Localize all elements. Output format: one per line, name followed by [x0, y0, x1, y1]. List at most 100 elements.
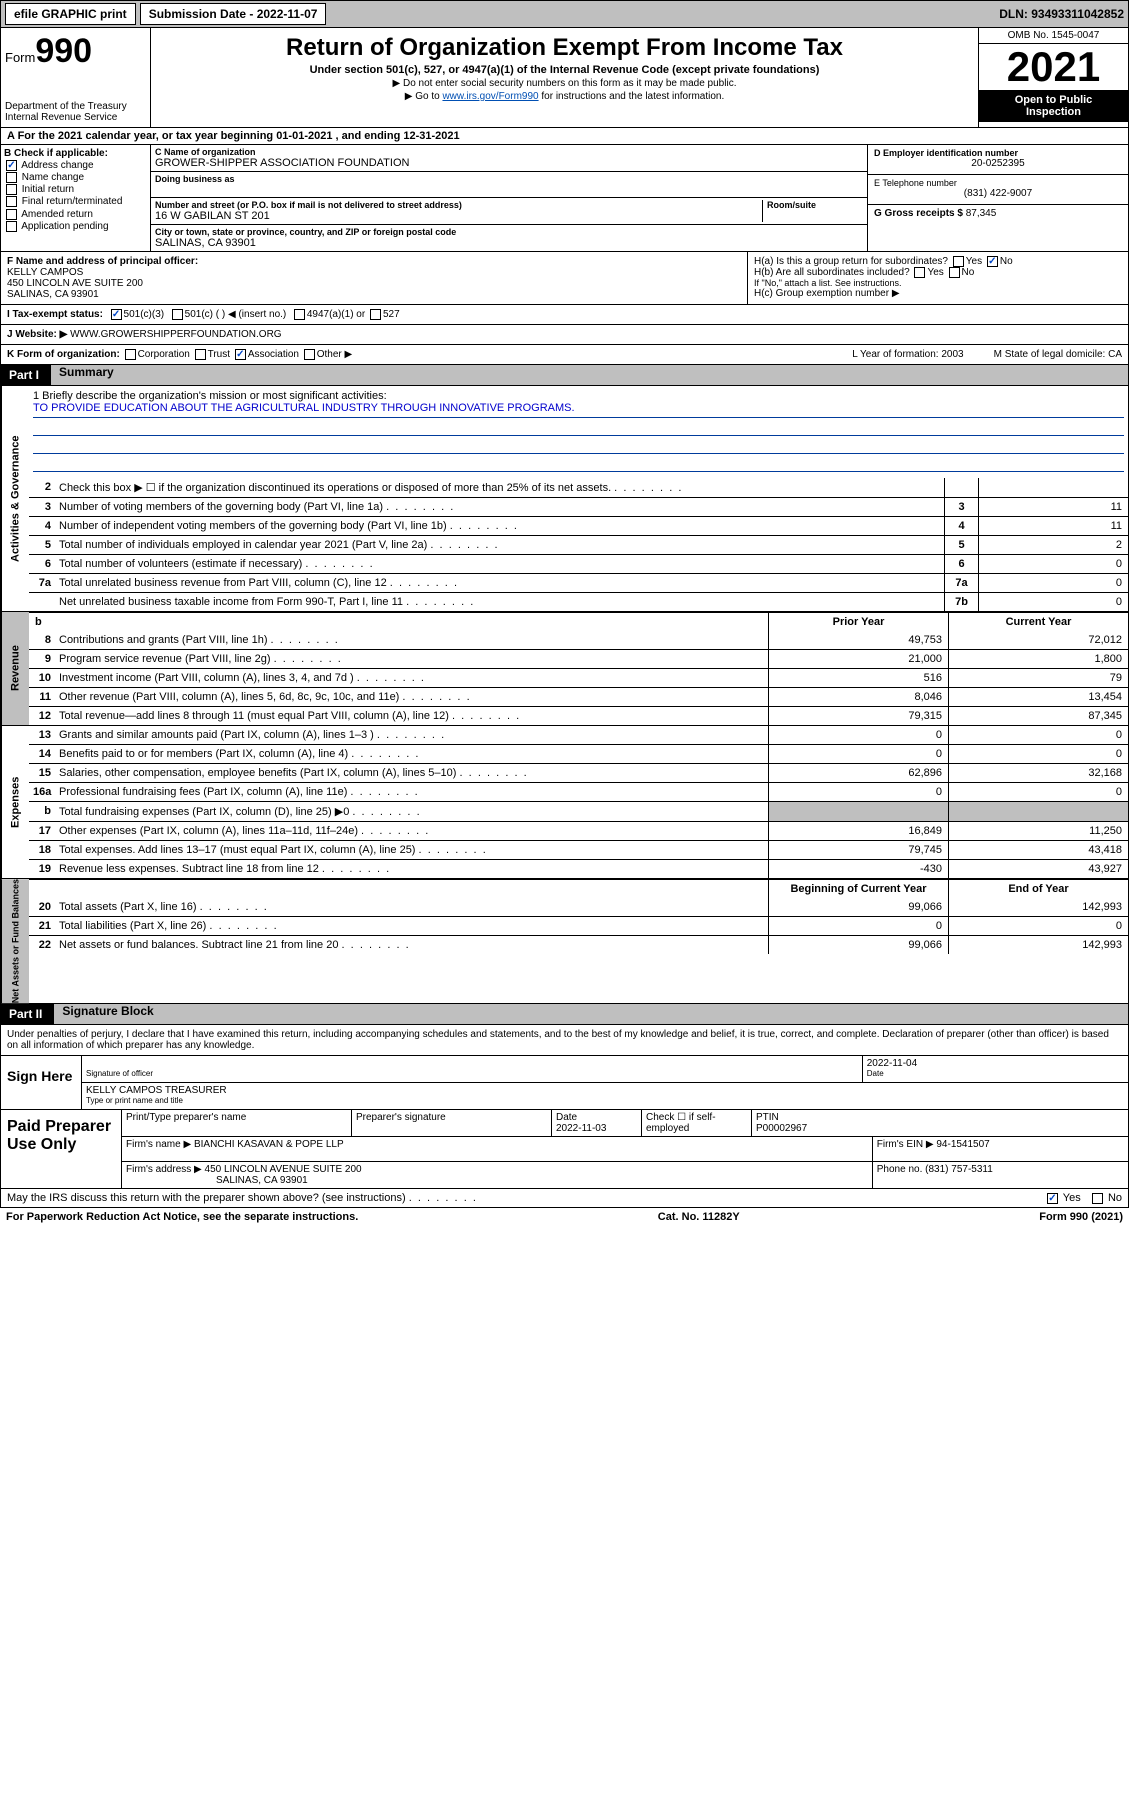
gross-receipts: 87,345 — [966, 208, 997, 219]
expenses-section: Expenses 13Grants and similar amounts pa… — [0, 726, 1129, 879]
page-footer: For Paperwork Reduction Act Notice, see … — [0, 1208, 1129, 1226]
col-c-org-info: C Name of organization GROWER-SHIPPER AS… — [151, 145, 868, 251]
row-i-tax-status: I Tax-exempt status: 501(c)(3) 501(c) ( … — [0, 305, 1129, 325]
hc-question: H(c) Group exemption number ▶ — [754, 288, 1122, 299]
row-f-h: F Name and address of principal officer:… — [0, 252, 1129, 305]
org-name-row: C Name of organization GROWER-SHIPPER AS… — [151, 145, 867, 172]
cb-501c3[interactable] — [111, 309, 122, 320]
website-url: WWW.GROWERSHIPPERFOUNDATION.ORG — [70, 329, 281, 340]
prep-signature[interactable]: Preparer's signature — [352, 1110, 552, 1136]
row-k-org-form: K Form of organization: Corporation Trus… — [0, 345, 1129, 365]
summary-line: 18Total expenses. Add lines 13–17 (must … — [29, 840, 1128, 859]
note-link: ▶ Go to www.irs.gov/Form990 for instruct… — [159, 91, 970, 102]
ha-question: H(a) Is this a group return for subordin… — [754, 256, 1122, 267]
cb-other[interactable] — [304, 349, 315, 360]
street-address: 16 W GABILAN ST 201 — [155, 210, 762, 222]
officer-printed-name: KELLY CAMPOS TREASURERType or print name… — [82, 1083, 1128, 1109]
hb-note: If "No," attach a list. See instructions… — [754, 278, 1122, 288]
summary-line: 12Total revenue—add lines 8 through 11 (… — [29, 706, 1128, 725]
summary-line: Net unrelated business taxable income fr… — [29, 592, 1128, 611]
summary-line: 22Net assets or fund balances. Subtract … — [29, 935, 1128, 954]
rev-header: b Prior Year Current Year — [29, 612, 1128, 631]
discuss-q: May the IRS discuss this return with the… — [7, 1192, 476, 1204]
org-name: GROWER-SHIPPER ASSOCIATION FOUNDATION — [155, 157, 863, 169]
info-grid: B Check if applicable: Address change Na… — [0, 145, 1129, 252]
header-left: Form990 Department of the Treasury Inter… — [1, 28, 151, 127]
perjury-statement: Under penalties of perjury, I declare th… — [0, 1025, 1129, 1056]
section-a: A For the 2021 calendar year, or tax yea… — [0, 128, 1129, 145]
gross-row: G Gross receipts $ 87,345 — [868, 205, 1128, 235]
col-defg: D Employer identification number 20-0252… — [868, 145, 1128, 251]
cat-number: Cat. No. 11282Y — [658, 1211, 740, 1223]
discuss-yes[interactable] — [1047, 1193, 1058, 1204]
part2-header: Part II Signature Block — [0, 1004, 1129, 1025]
preparer-block: Paid Preparer Use Only Print/Type prepar… — [0, 1110, 1129, 1189]
cb-501c[interactable] — [172, 309, 183, 320]
sign-here-label: Sign Here — [1, 1056, 81, 1109]
officer-name: KELLY CAMPOS — [7, 267, 83, 278]
inspection-badge: Open to Public Inspection — [979, 90, 1128, 122]
vtab-revenue: Revenue — [1, 612, 29, 725]
vtab-balances: Net Assets or Fund Balances — [1, 879, 29, 1003]
ein-value: 20-0252395 — [874, 158, 1122, 169]
phone-value: (831) 422-9007 — [874, 188, 1122, 199]
summary-line: 7aTotal unrelated business revenue from … — [29, 573, 1128, 592]
paperwork-notice: For Paperwork Reduction Act Notice, see … — [6, 1211, 358, 1223]
summary-line: 4Number of independent voting members of… — [29, 516, 1128, 535]
topbar: efile GRAPHIC print Submission Date - 20… — [0, 0, 1129, 28]
summary-line: 17Other expenses (Part IX, column (A), l… — [29, 821, 1128, 840]
form-ref: Form 990 (2021) — [1039, 1211, 1123, 1223]
cb-527[interactable] — [370, 309, 381, 320]
omb-number: OMB No. 1545-0047 — [979, 28, 1128, 44]
prep-ptin: PTINP00002967 — [752, 1110, 1128, 1136]
summary-line: 13Grants and similar amounts paid (Part … — [29, 726, 1128, 744]
preparer-label: Paid Preparer Use Only — [1, 1110, 121, 1188]
irs-label: Internal Revenue Service — [5, 112, 146, 123]
form-number: Form990 — [5, 32, 146, 71]
summary-line: 2Check this box ▶ ☐ if the organization … — [29, 478, 1128, 497]
end-year-header: End of Year — [948, 880, 1128, 898]
topbar-spacer — [330, 11, 995, 17]
irs-link[interactable]: www.irs.gov/Form990 — [442, 91, 538, 102]
col-b-title: B Check if applicable: — [4, 148, 147, 159]
row-j-website: J Website: ▶ WWW.GROWERSHIPPERFOUNDATION… — [0, 325, 1129, 345]
cb-final-return[interactable]: Final return/terminated — [4, 196, 147, 207]
summary-line: 14Benefits paid to or for members (Part … — [29, 744, 1128, 763]
current-year-header: Current Year — [948, 613, 1128, 631]
cb-initial-return[interactable]: Initial return — [4, 184, 147, 195]
summary-line: 21Total liabilities (Part X, line 26)00 — [29, 916, 1128, 935]
cb-address-change[interactable]: Address change — [4, 160, 147, 171]
cb-app-pending[interactable]: Application pending — [4, 221, 147, 232]
discuss-no[interactable] — [1092, 1193, 1103, 1204]
cb-name-change[interactable]: Name change — [4, 172, 147, 183]
balances-section: Net Assets or Fund Balances Beginning of… — [0, 879, 1129, 1004]
prep-self-employed[interactable]: Check ☐ if self-employed — [642, 1110, 752, 1136]
room-label: Room/suite — [767, 200, 863, 210]
cb-trust[interactable] — [195, 349, 206, 360]
firm-address: Firm's address ▶ 450 LINCOLN AVENUE SUIT… — [122, 1162, 873, 1188]
sig-date: 2022-11-04Date — [863, 1056, 1128, 1082]
ein-row: D Employer identification number 20-0252… — [868, 145, 1128, 175]
officer-signature[interactable]: Signature of officer — [82, 1056, 863, 1082]
summary-line: 20Total assets (Part X, line 16)99,06614… — [29, 898, 1128, 916]
col-b-checkboxes: B Check if applicable: Address change Na… — [1, 145, 151, 251]
cb-amended[interactable]: Amended return — [4, 209, 147, 220]
cb-assoc[interactable] — [235, 349, 246, 360]
summary-line: 3Number of voting members of the governi… — [29, 497, 1128, 516]
dln: DLN: 93493311042852 — [999, 7, 1124, 21]
city-row: City or town, state or province, country… — [151, 225, 867, 251]
header-right: OMB No. 1545-0047 2021 Open to Public In… — [978, 28, 1128, 127]
principal-officer: F Name and address of principal officer:… — [1, 252, 748, 304]
revenue-section: Revenue b Prior Year Current Year 8Contr… — [0, 612, 1129, 726]
summary-line: 8Contributions and grants (Part VIII, li… — [29, 631, 1128, 649]
year-formation: L Year of formation: 2003 — [852, 349, 963, 360]
mission-text: TO PROVIDE EDUCATION ABOUT THE AGRICULTU… — [33, 402, 1124, 418]
submission-date: Submission Date - 2022-11-07 — [140, 3, 327, 25]
summary-line: 9Program service revenue (Part VIII, lin… — [29, 649, 1128, 668]
vtab-expenses: Expenses — [1, 726, 29, 878]
cb-4947[interactable] — [294, 309, 305, 320]
state-domicile: M State of legal domicile: CA — [994, 349, 1122, 360]
mission-q: 1 Briefly describe the organization's mi… — [33, 390, 1124, 402]
cb-corp[interactable] — [125, 349, 136, 360]
form-subtitle: Under section 501(c), 527, or 4947(a)(1)… — [159, 64, 970, 76]
